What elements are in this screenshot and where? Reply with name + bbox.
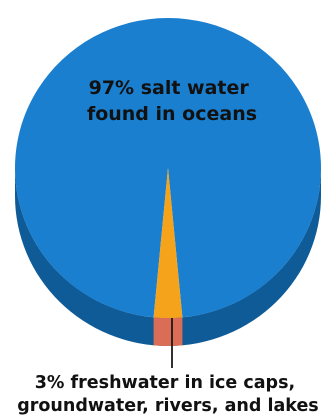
- pie-slice-freshwater: [153, 168, 183, 318]
- ocean-label: 97% salt water found in oceans: [87, 77, 257, 125]
- freshwater-label: 3% freshwater in ice caps, groundwater, …: [17, 373, 318, 416]
- freshwater-label-line-2: groundwater, rivers, and lakes: [17, 396, 318, 416]
- freshwater-label-line-1: 3% freshwater in ice caps,: [35, 373, 295, 393]
- pie-slice-ocean: [15, 17, 321, 318]
- pie-side-ocean: [15, 168, 321, 346]
- pie-body: [15, 17, 321, 346]
- pie-side-freshwater: [153, 317, 183, 346]
- ocean-label-line-2: found in oceans: [87, 103, 257, 125]
- ocean-label-line-1: 97% salt water: [89, 77, 250, 99]
